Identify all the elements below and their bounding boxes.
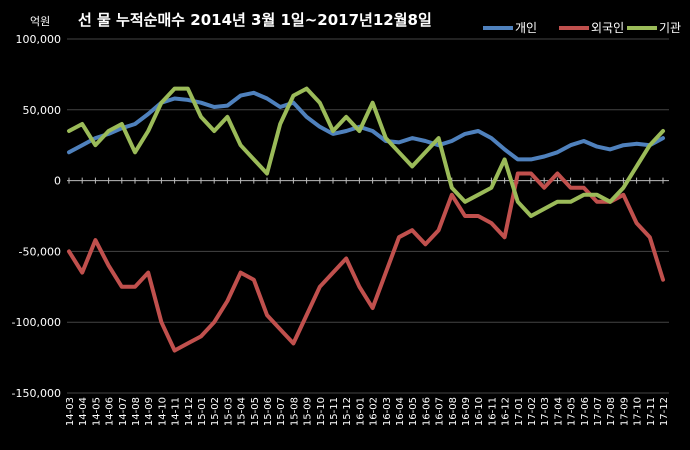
x-tick-label: 17-05 — [567, 397, 578, 426]
x-tick-label: 14-12 — [184, 397, 195, 426]
x-tick-label: 16-12 — [501, 397, 512, 426]
x-tick-label: 16-11 — [487, 397, 498, 426]
plot-area — [67, 39, 669, 393]
x-tick-label: 17-03 — [540, 397, 551, 426]
series-line — [67, 90, 665, 162]
x-tick-label: 16-06 — [421, 397, 432, 426]
series-line — [67, 86, 665, 218]
y-tick-label: -100,000 — [12, 316, 61, 329]
gridlines — [67, 38, 669, 394]
legend-label: 개인 — [515, 21, 537, 35]
x-tick-label: 15-12 — [342, 397, 353, 426]
x-tick-label: 15-07 — [276, 397, 287, 426]
x-tick-label: 16-10 — [474, 397, 485, 426]
x-tick-label: 15-01 — [197, 397, 208, 426]
x-tick-label: 14-09 — [144, 397, 155, 426]
x-tick-label: 17-07 — [593, 397, 604, 426]
x-tick-label: 14-06 — [105, 397, 116, 426]
x-tick-label: 14-04 — [78, 397, 89, 426]
x-tick-label: 14-07 — [118, 397, 129, 426]
x-tick-label: 15-09 — [303, 397, 314, 426]
x-tick-label: 17-04 — [553, 397, 564, 426]
x-tick-label: 14-08 — [131, 397, 142, 426]
x-tick-label: 15-06 — [263, 397, 274, 426]
x-tick-label: 16-08 — [448, 397, 459, 426]
x-tick-label: 15-10 — [316, 397, 327, 426]
x-tick-label: 16-09 — [461, 397, 472, 426]
y-tick-label: 100,000 — [16, 33, 62, 46]
series-lines — [67, 86, 665, 353]
x-tick-label: 15-03 — [223, 397, 234, 426]
y-tick-label: -50,000 — [19, 245, 61, 258]
y-axis: 100,000 50,000 0 -50,000 -100,000 -150,000 — [12, 33, 61, 400]
x-tick-label: 16-04 — [395, 397, 406, 426]
y-tick-label: 50,000 — [23, 104, 62, 117]
x-tick-label: 14-03 — [65, 397, 76, 426]
legend-label: 기관 — [659, 21, 681, 35]
x-tick-label: 14-10 — [157, 397, 168, 426]
chart-title: 선 물 누적순매수 2014년 3월 1일~2017년12월8일 — [78, 11, 432, 29]
x-tick-label: 17-12 — [659, 397, 670, 426]
x-tick-label: 15-02 — [210, 397, 221, 426]
x-tick-label: 17-02 — [527, 397, 538, 426]
x-tick-label: 15-11 — [329, 397, 340, 426]
x-tick-label: 17-01 — [514, 397, 525, 426]
x-tick-label: 17-08 — [606, 397, 617, 426]
unit-label: 억원 — [30, 15, 50, 28]
x-tick-label: 14-11 — [171, 397, 182, 426]
series-line — [67, 171, 665, 353]
x-tick-label: 14-05 — [91, 397, 102, 426]
legend-label: 외국인 — [591, 21, 624, 35]
x-tick-label: 16-05 — [408, 397, 419, 426]
x-tick-label: 17-10 — [633, 397, 644, 426]
x-tick-label: 17-09 — [619, 397, 630, 426]
x-tick-label: 16-03 — [382, 397, 393, 426]
x-tick-label: 16-01 — [355, 397, 366, 426]
x-tick-label: 17-06 — [580, 397, 591, 426]
x-axis: 14-03 14-04 14-05 14-06 14-07 14-08 14-09 14-10… — [65, 177, 670, 426]
x-tick-label: 17-11 — [646, 397, 657, 426]
x-tick-label: 15-04 — [237, 397, 248, 426]
x-tick-label: 16-02 — [369, 397, 380, 426]
x-tick-label: 15-08 — [289, 397, 300, 426]
y-tick-label: -150,000 — [12, 387, 61, 400]
x-tick-label: 15-05 — [250, 397, 261, 426]
legend: 개인 외국인 기관 — [483, 21, 681, 35]
x-tick-label: 16-07 — [435, 397, 446, 426]
y-tick-label: 0 — [54, 175, 61, 188]
